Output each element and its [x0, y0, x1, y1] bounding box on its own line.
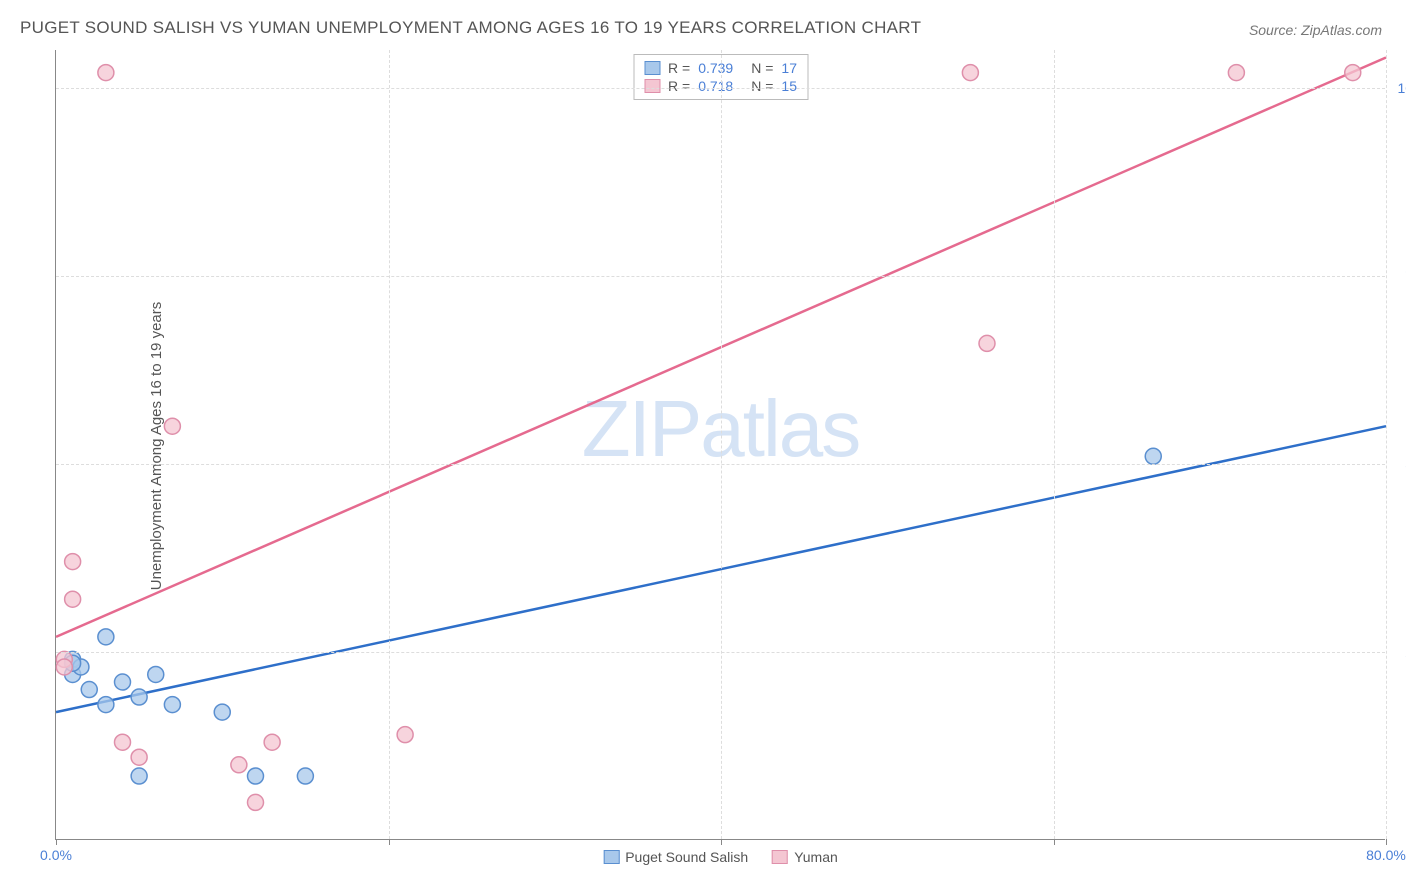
data-point [248, 794, 264, 810]
data-point [264, 734, 280, 750]
legend-item-2: Yuman [772, 849, 838, 865]
x-tick-label: 0.0% [40, 847, 72, 863]
plot-area: ZIPatlas R = 0.739 N = 17 R = 0.718 N = … [55, 50, 1385, 840]
data-point [115, 674, 131, 690]
x-tick [1386, 839, 1387, 845]
data-point [98, 629, 114, 645]
data-point [148, 666, 164, 682]
legend-item-1: Puget Sound Salish [603, 849, 748, 865]
legend-bottom: Puget Sound Salish Yuman [603, 849, 838, 865]
legend-label-2: Yuman [794, 849, 838, 865]
data-point [231, 757, 247, 773]
legend-swatch-pink [772, 850, 788, 864]
x-tick [721, 839, 722, 845]
gridline-v [1386, 50, 1387, 839]
gridline-v [1054, 50, 1055, 839]
data-point [65, 554, 81, 570]
data-point [1228, 65, 1244, 81]
x-tick [56, 839, 57, 845]
data-point [979, 335, 995, 351]
x-tick-label: 80.0% [1366, 847, 1406, 863]
source-label: Source: ZipAtlas.com [1249, 22, 1382, 38]
data-point [164, 418, 180, 434]
legend-label-1: Puget Sound Salish [625, 849, 748, 865]
data-point [56, 659, 72, 675]
data-point [164, 697, 180, 713]
data-point [131, 768, 147, 784]
data-point [1145, 448, 1161, 464]
data-point [98, 697, 114, 713]
data-point [131, 749, 147, 765]
chart-title: PUGET SOUND SALISH VS YUMAN UNEMPLOYMENT… [20, 18, 921, 38]
x-tick [1054, 839, 1055, 845]
legend-swatch-blue [603, 850, 619, 864]
gridline-v [389, 50, 390, 839]
data-point [1345, 65, 1361, 81]
data-point [131, 689, 147, 705]
gridline-v [721, 50, 722, 839]
data-point [98, 65, 114, 81]
x-tick [389, 839, 390, 845]
data-point [248, 768, 264, 784]
data-point [397, 727, 413, 743]
data-point [65, 591, 81, 607]
data-point [115, 734, 131, 750]
y-tick-label: 100.0% [1398, 80, 1406, 96]
data-point [297, 768, 313, 784]
data-point [81, 682, 97, 698]
data-point [962, 65, 978, 81]
data-point [214, 704, 230, 720]
